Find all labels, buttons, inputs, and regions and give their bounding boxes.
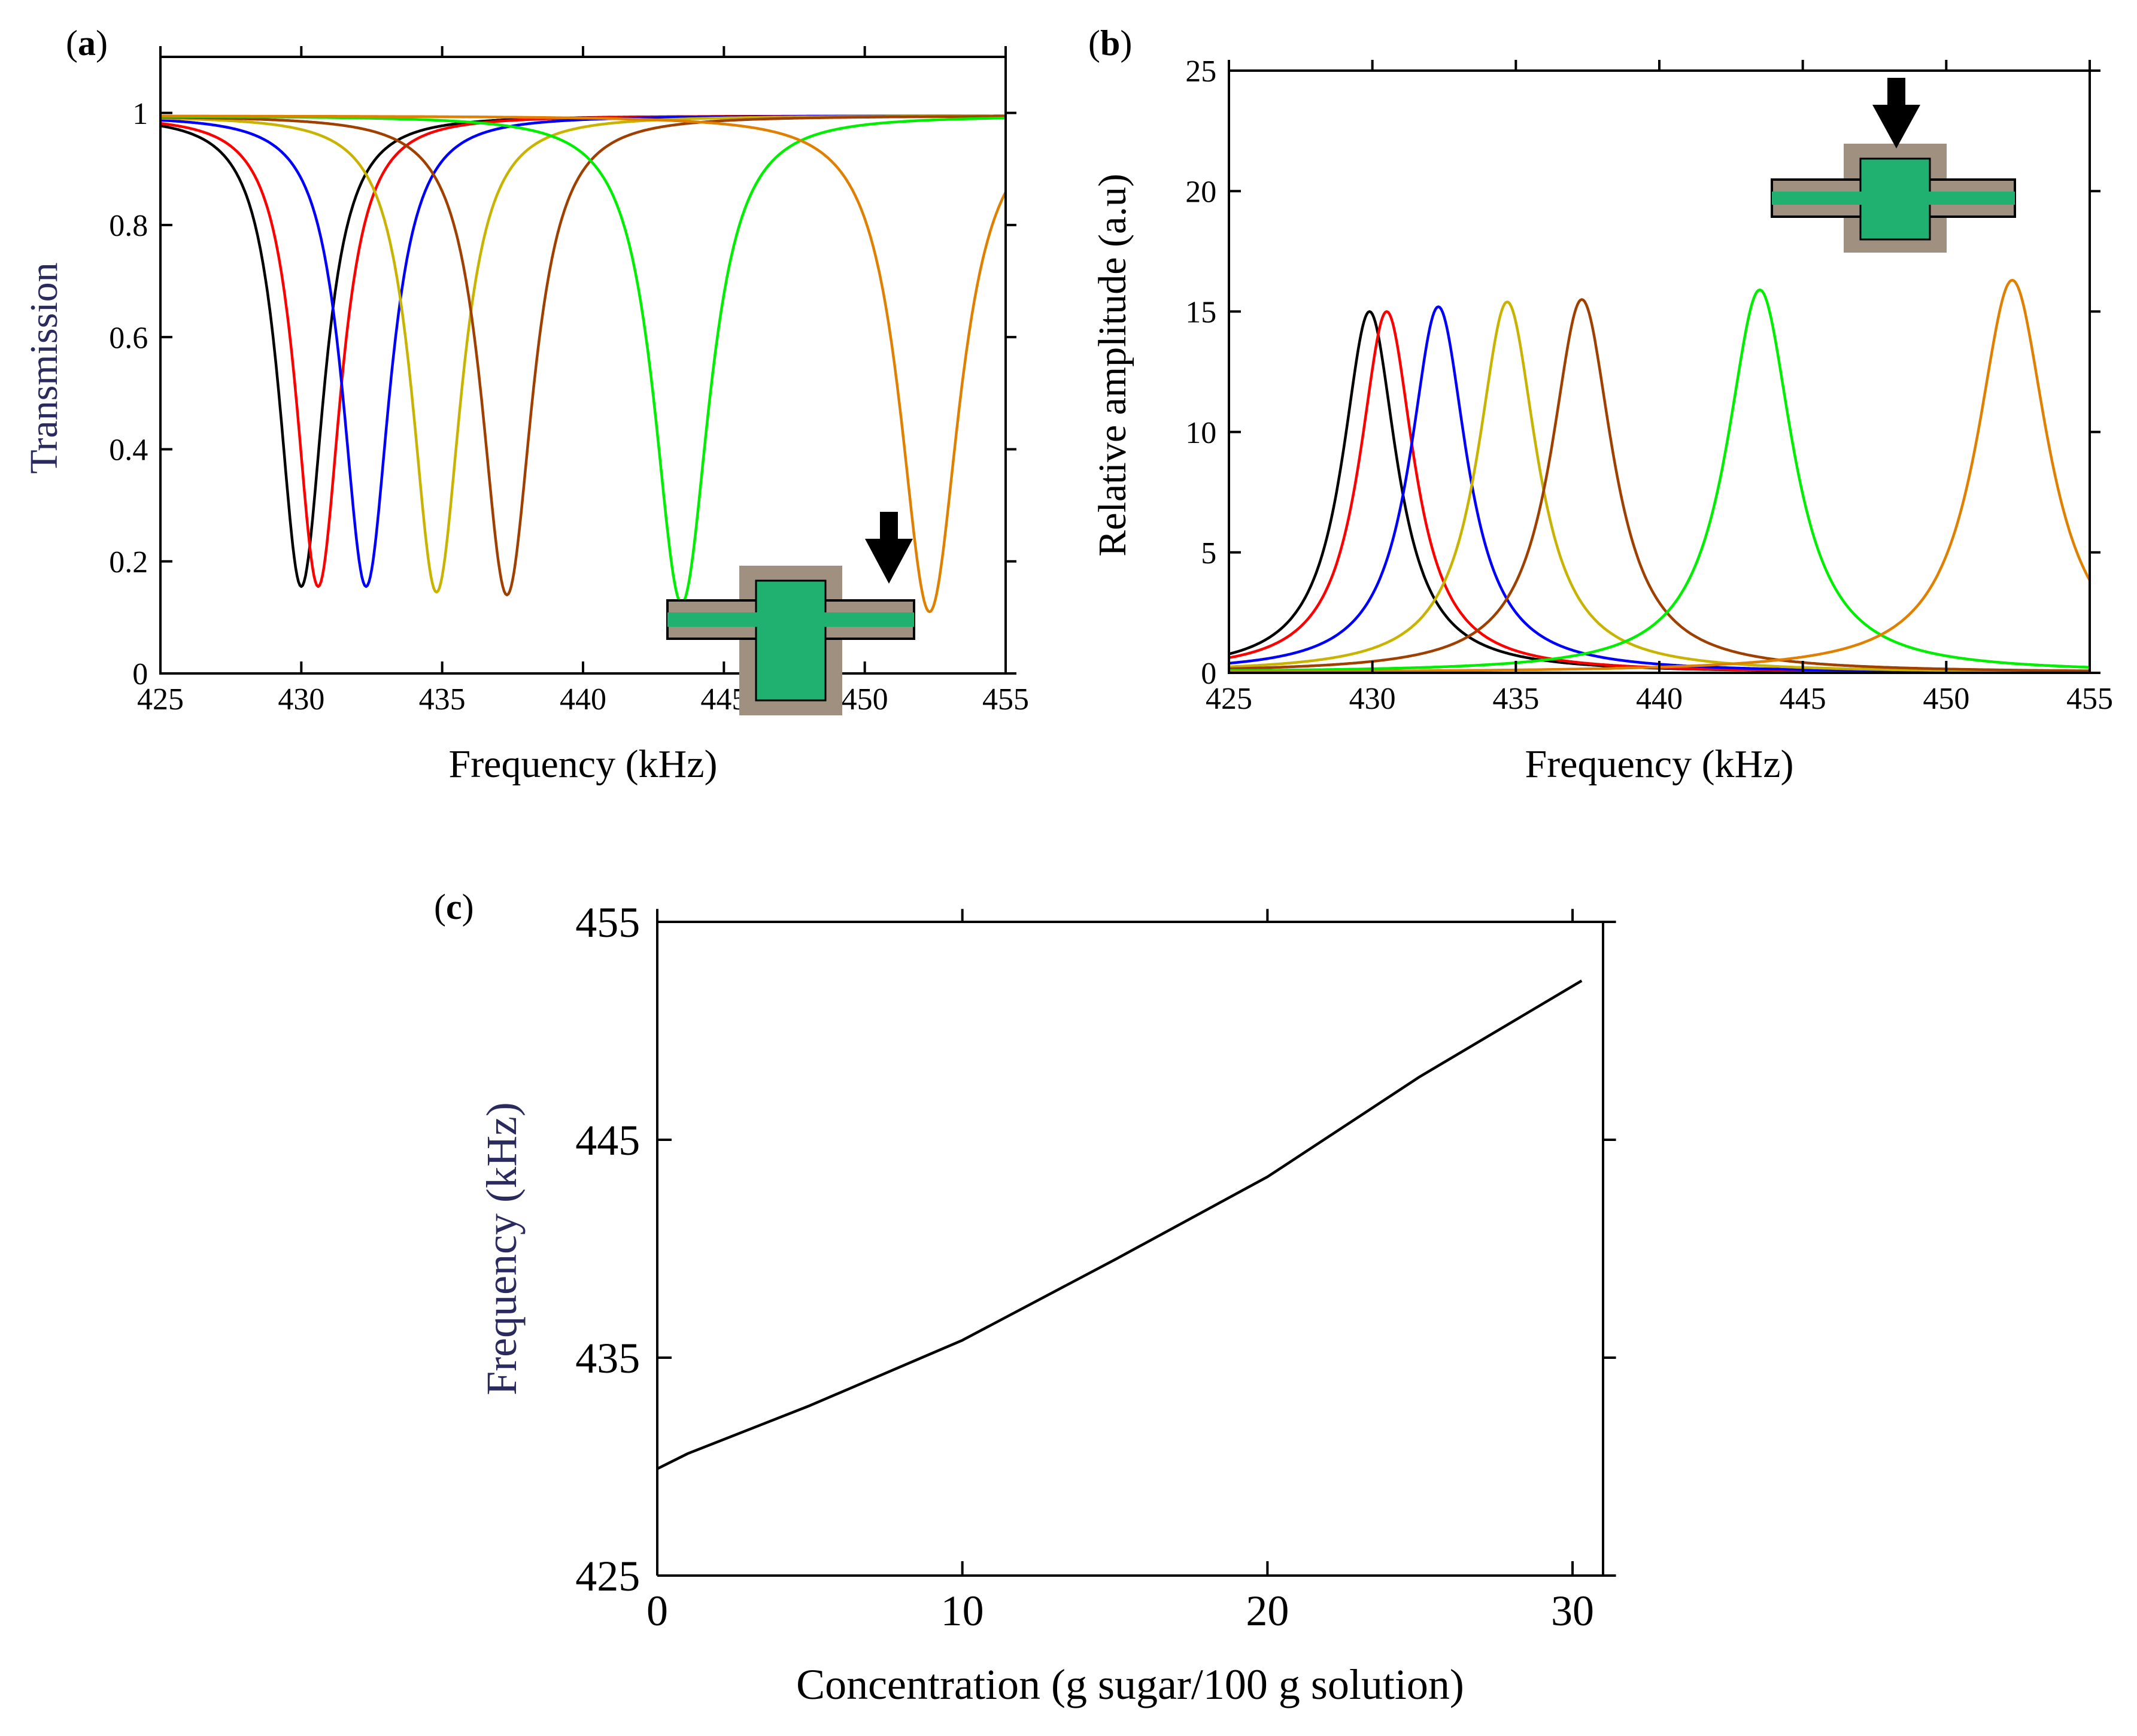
y-tick-label: 0.4 [109,433,148,468]
x-tick-label: 430 [278,682,324,717]
y-tick-label: 435 [575,1334,640,1382]
x-tick-label: 30 [1551,1587,1594,1635]
panel-a-xlabel: Frequency (kHz) [449,742,718,786]
panel-c-ylabel: Frequency (kHz) [478,1102,526,1395]
y-tick-label: 0.6 [109,321,148,355]
series-orange [160,114,1007,614]
x-tick-label: 445 [1780,682,1826,716]
series-yellow [160,114,1006,594]
y-tick-label: 445 [575,1116,640,1164]
series-blue [1228,305,2090,673]
panel-c-letter: c [446,887,462,927]
x-tick-label: 455 [2066,682,2113,716]
inset-channel-inner [1772,192,2015,205]
panel-b-letter: b [1100,23,1120,63]
series-frequency [656,979,1583,1470]
waveguide-cross-arrow-icon [1771,78,2016,253]
x-tick-label: 455 [982,682,1029,717]
x-tick-label: 435 [419,682,466,717]
x-tick-label: 430 [1349,682,1396,716]
panel-b-frame [1228,69,2091,674]
arrow-down-icon [1872,78,1920,148]
series-orange [1229,278,2091,673]
waveguide-cross-arrow-icon [666,512,915,715]
y-tick-label: 425 [575,1552,640,1600]
x-tick-label: 450 [842,682,888,717]
y-tick-label: 0 [132,657,148,691]
y-tick-label: 0.8 [109,209,148,243]
panel-b-xlabel: Frequency (kHz) [1525,742,1794,786]
panel-c-xlabel: Concentration (g sugar/100 g solution) [796,1661,1464,1708]
y-tick-label: 25 [1185,54,1216,89]
x-tick-label: 435 [1492,682,1539,716]
series-black [160,114,1006,588]
panel-a-curves [160,114,1007,614]
panel-a-label: (a) [66,23,108,63]
x-tick-label: 440 [1636,682,1683,716]
inset-stub-inner [755,579,827,702]
panel-b-ylabel: Relative amplitude (a.u) [1091,174,1134,557]
panel-b-curves [1228,278,2091,673]
panel-a-ylabel: Transmission [22,262,66,474]
panel-b: (b) 425 430 435 440 445 450 455 0 5 10 15 20 25 Freq… [1088,23,2113,786]
x-tick-label: 20 [1246,1587,1289,1635]
x-tick-label: 440 [560,682,606,717]
series-brown [160,115,1006,597]
panel-c-label: (c) [434,887,474,927]
y-tick-label: 0 [1201,657,1216,691]
series-blue [160,114,1006,588]
x-tick-label: 0 [646,1587,668,1635]
y-tick-label: 455 [575,899,640,946]
panel-b-label: (b) [1088,23,1132,63]
panel-a: (a) 425 430 435 440 445 450 45500.20.40.60.81 … [22,23,1029,786]
panel-c-ticks: 0 10 20 30 425 435 445 455 [575,899,1616,1635]
y-tick-label: 5 [1201,536,1216,570]
x-tick-label: 450 [1923,682,1969,716]
x-tick-label: 425 [1206,682,1252,716]
arrow-down-icon [865,512,913,584]
y-tick-label: 0.2 [109,545,148,579]
panel-b-ticks: 425 430 435 440 445 450 455 0 5 10 15 20 25 [1185,54,2113,716]
x-tick-label: 10 [941,1587,984,1635]
inset-channel-inner [667,612,914,627]
panel-a-letter: a [78,23,96,63]
y-tick-label: 15 [1185,296,1216,330]
panel-c-curves [656,979,1583,1470]
x-tick-label: 425 [137,682,184,717]
panel-a-frame [159,56,1007,675]
y-tick-label: 1 [132,97,148,131]
panel-c: (c) 0 10 20 30 425 435 445 455 Concentration (g… [434,887,1616,1708]
y-tick-label: 10 [1185,416,1216,450]
y-tick-label: 20 [1185,175,1216,209]
series-red [160,114,1006,588]
series-green [160,115,1006,605]
